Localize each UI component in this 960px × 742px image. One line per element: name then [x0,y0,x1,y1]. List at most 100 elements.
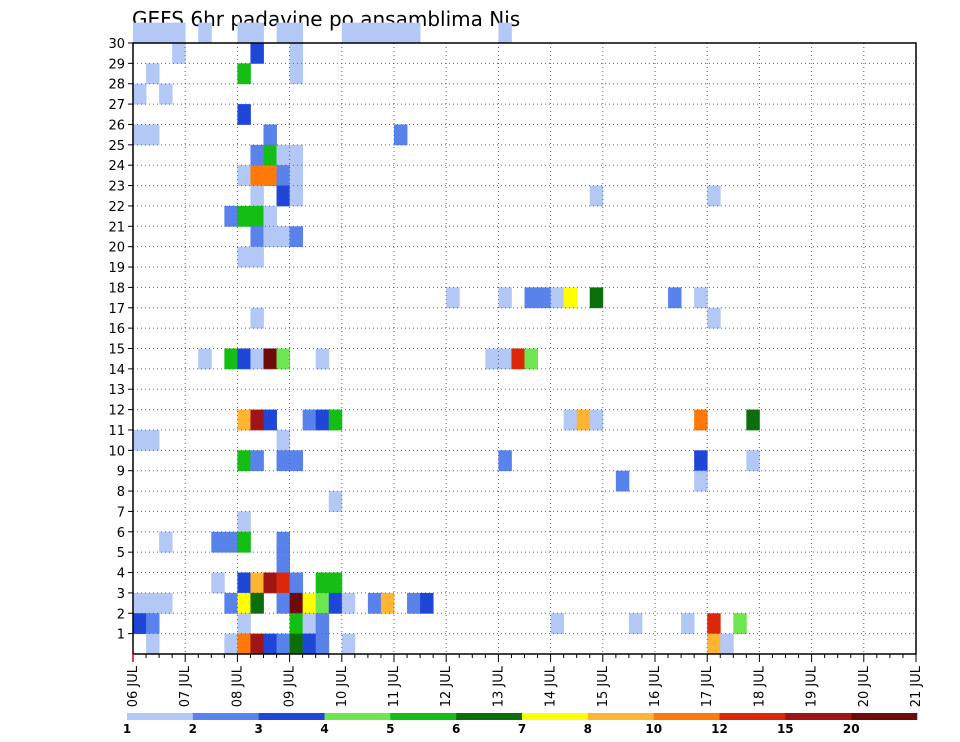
x-tick-label: 13 JUL [491,665,506,707]
heatmap-cell [237,63,251,85]
x-tick-label: 18 JUL [752,665,767,707]
x-tick-label: 15 JUL [596,665,611,707]
x-tick-label: 16 JUL [648,665,663,707]
heatmap-cell [146,633,160,655]
heatmap-cell [263,572,277,594]
heatmap-cell [315,348,330,370]
y-tick-label: 15 [108,343,125,358]
heatmap-cell [276,633,290,655]
colorbar-tick-label: 12 [711,722,728,736]
heatmap-cell [224,592,238,614]
heatmap-cell [289,572,304,594]
heatmap-cell [237,165,251,186]
heatmap-cell [146,429,160,451]
colorbar-tick-label: 5 [386,722,394,736]
heatmap-cell [420,592,434,614]
heatmap-cell [250,185,264,207]
heatmap-cell [302,592,317,614]
heatmap-cell [289,592,304,614]
heatmap-cells [133,22,760,655]
x-tick-label: 17 JUL [700,665,715,707]
x-tick-label: 21 JUL [909,665,924,707]
y-tick-label: 5 [117,546,125,561]
y-tick-label: 30 [108,37,125,52]
colorbar-swatch [587,713,654,720]
heatmap-cell [707,633,721,655]
y-tick-label: 10 [108,444,125,459]
y-tick-label: 27 [108,98,125,113]
heatmap-cell [237,592,251,614]
heatmap-cell [707,613,721,635]
heatmap-cell [315,592,330,614]
colorbar-tick-label: 4 [320,722,328,736]
heatmap-cell [250,165,264,186]
y-axis: 1234567891011121314151617181920212223242… [108,37,133,643]
heatmap-cell [250,633,264,655]
heatmap-cell [498,450,512,472]
heatmap-cell [198,22,212,44]
x-axis: 06 JUL 07 JUL 08 JUL 09 JUL 10 JUL 11 JUL 12 J… [126,654,924,707]
heatmap-cell [224,348,238,370]
heatmap-cell [341,633,356,655]
heatmap-cell [250,246,264,268]
heatmap-cell [407,592,421,614]
heatmap-cell [380,592,395,614]
x-tick-label: 11 JUL [387,665,402,707]
heatmap-cell [263,409,277,431]
y-tick-label: 12 [108,404,125,419]
gridlines [133,43,916,654]
colorbar-swatch [653,713,720,720]
colorbar-tick-label: 20 [843,722,860,736]
heatmap-cell [628,613,643,635]
heatmap-cell [146,592,160,614]
y-tick-label: 17 [108,302,125,317]
heatmap-cell [263,348,277,370]
heatmap-cell [589,287,604,309]
heatmap-cell [211,572,225,594]
heatmap-cell [276,185,290,207]
heatmap-cell [237,205,251,227]
heatmap-cell [276,144,290,166]
x-tick-label: 09 JUL [283,665,298,707]
heatmap-cell [694,287,708,309]
heatmap-cell [198,348,212,370]
heatmap-cell [211,531,225,553]
heatmap-cell [302,613,317,635]
heatmap-cell [146,63,160,85]
heatmap-cell [694,450,708,472]
heatmap-cell [237,531,251,553]
heatmap-cell [276,552,290,573]
heatmap-cell [589,185,604,207]
x-tick-label: 19 JUL [805,665,820,707]
heatmap-cell [133,613,147,635]
heatmap-cell [328,491,343,512]
heatmap-cell [276,226,290,248]
heatmap-cell [237,104,251,125]
heatmap-cell [328,572,343,594]
x-tick-label: 20 JUL [857,665,872,707]
colorbar-tick-label: 3 [255,722,263,736]
heatmap-cell [289,22,304,44]
heatmap-cell [146,613,160,635]
heatmap-cell [615,470,630,492]
colorbar-tick-label: 10 [645,722,662,736]
heatmap-cell [224,633,238,655]
heatmap-cell [707,307,721,329]
heatmap-cell [276,165,290,186]
heatmap-cell [289,63,304,85]
heatmap-cell [511,348,525,370]
heatmap-cell [589,409,604,431]
heatmap-cell [250,22,264,44]
x-tick-label: 07 JUL [178,665,193,707]
heatmap-cell [250,43,264,64]
heatmap-cell [263,633,277,655]
colorbar-tick-label: 15 [777,722,794,736]
heatmap-cell [133,22,147,44]
heatmap-cell [276,429,290,451]
y-tick-label: 26 [108,118,125,133]
colorbar-swatch [324,713,391,720]
x-tick-label: 08 JUL [230,665,245,707]
heatmap-cell [746,409,760,431]
heatmap-cell [172,22,186,44]
